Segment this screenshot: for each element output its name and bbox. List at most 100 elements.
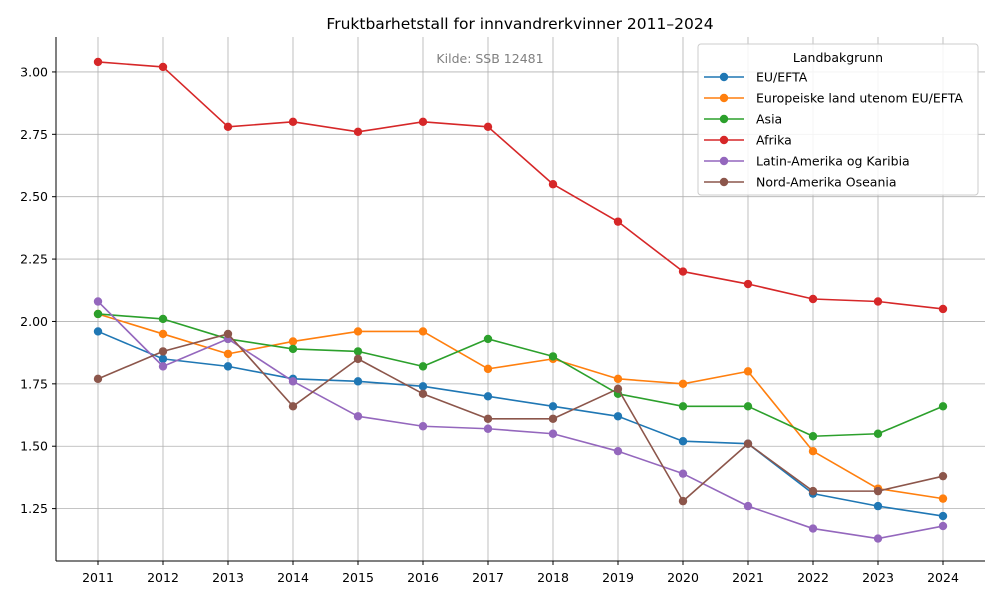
data-point: [743, 501, 753, 511]
data-point: [743, 402, 753, 411]
data-point: [158, 62, 168, 72]
x-tick-label: 2018: [537, 570, 569, 585]
data-point: [288, 344, 298, 354]
data-point: [418, 382, 428, 391]
data-point: [743, 439, 753, 448]
data-point: [678, 437, 688, 446]
y-tick-label: 2.75: [20, 127, 48, 142]
data-point: [158, 347, 168, 356]
legend-title: Landbakgrunn: [793, 50, 883, 65]
data-point: [808, 486, 818, 496]
data-point: [288, 402, 298, 411]
legend-label: EU/EFTA: [756, 70, 808, 85]
data-point: [158, 354, 168, 364]
legend-label: Afrika: [756, 133, 792, 148]
data-point: [938, 471, 948, 481]
x-tick-label: 2015: [342, 570, 374, 585]
data-point: [613, 447, 623, 456]
data-point: [743, 279, 753, 289]
data-point: [548, 180, 558, 189]
data-point: [613, 374, 623, 384]
data-point: [158, 329, 168, 339]
data-point: [93, 57, 103, 67]
data-point: [483, 424, 493, 433]
x-tick-label: 2024: [927, 570, 959, 585]
data-point: [613, 412, 623, 421]
data-point: [808, 432, 818, 441]
x-tick-label: 2023: [862, 570, 894, 585]
y-tick-label: 1.75: [20, 376, 48, 391]
series-europeiske-land-utenom-eu-efta: [93, 309, 948, 503]
data-point: [938, 494, 948, 503]
data-point: [93, 327, 103, 336]
data-point: [93, 309, 103, 319]
data-point: [938, 521, 948, 531]
series-lines: [93, 57, 948, 543]
data-point: [548, 429, 558, 438]
data-point: [548, 402, 558, 411]
y-tick-label: 1.50: [20, 439, 48, 454]
data-point: [678, 267, 688, 276]
axes: 2011 2012 2013 2014 2015 2016 2017 2018 2019 2020…: [20, 37, 985, 585]
data-point: [418, 362, 428, 371]
x-tick-label: 2012: [147, 570, 179, 585]
x-tick-label: 2011: [82, 570, 114, 585]
data-point: [483, 122, 493, 132]
series-line: [97, 61, 944, 310]
legend-swatch-marker: [719, 72, 729, 82]
series-afrika: [93, 57, 948, 314]
data-point: [223, 349, 233, 359]
legend-box: [697, 43, 979, 196]
series-eu-efta: [93, 327, 948, 521]
data-point: [158, 314, 168, 324]
data-point: [743, 367, 753, 376]
data-point: [873, 501, 883, 511]
legend-item: Afrika: [704, 133, 792, 148]
data-point: [353, 127, 363, 137]
series-line: [97, 313, 944, 500]
source-annotation: Kilde: SSB 12481: [436, 51, 543, 66]
series-asia: [93, 309, 948, 441]
y-tick-label: 1.25: [20, 501, 48, 516]
data-point: [353, 327, 363, 336]
series-line: [97, 313, 944, 438]
chart-title: Fruktbarhetstall for innvandrerkvinner 2…: [326, 15, 713, 33]
data-point: [93, 297, 103, 306]
legend-swatch-marker: [719, 177, 729, 187]
legend-swatch-marker: [719, 93, 729, 103]
legend-label: Europeiske land utenom EU/EFTA: [756, 91, 963, 106]
data-point: [418, 422, 428, 431]
data-point: [938, 304, 948, 314]
x-tick-label: 2020: [667, 570, 699, 585]
y-tick-label: 2.25: [20, 252, 48, 267]
legend-swatch-marker: [719, 114, 729, 124]
legend: Landbakgrunn EU/EFTA Europeiske land uteno…: [697, 43, 979, 196]
x-tick-label: 2019: [602, 570, 634, 585]
legend-swatch-marker: [719, 135, 729, 145]
y-tick-label: 2.50: [20, 189, 48, 204]
x-tick-label: 2021: [732, 570, 764, 585]
y-tick-label: 2.00: [20, 314, 48, 329]
data-point: [418, 327, 428, 336]
legend-label: Nord-Amerika Oseania: [756, 175, 897, 190]
data-point: [808, 524, 818, 533]
data-point: [548, 414, 558, 423]
data-point: [548, 352, 558, 361]
data-point: [483, 392, 493, 401]
data-point: [873, 297, 883, 306]
data-point: [678, 496, 688, 506]
data-point: [483, 334, 493, 344]
data-point: [873, 534, 883, 543]
data-point: [288, 377, 298, 386]
legend-item: Europeiske land utenom EU/EFTA: [704, 91, 963, 106]
x-tick-label: 2014: [277, 570, 309, 585]
x-tick-label: 2013: [212, 570, 244, 585]
data-point: [678, 402, 688, 411]
data-point: [288, 337, 298, 346]
data-point: [873, 486, 883, 496]
legend-item: Nord-Amerika Oseania: [704, 175, 897, 190]
data-point: [938, 402, 948, 411]
data-point: [288, 117, 298, 127]
